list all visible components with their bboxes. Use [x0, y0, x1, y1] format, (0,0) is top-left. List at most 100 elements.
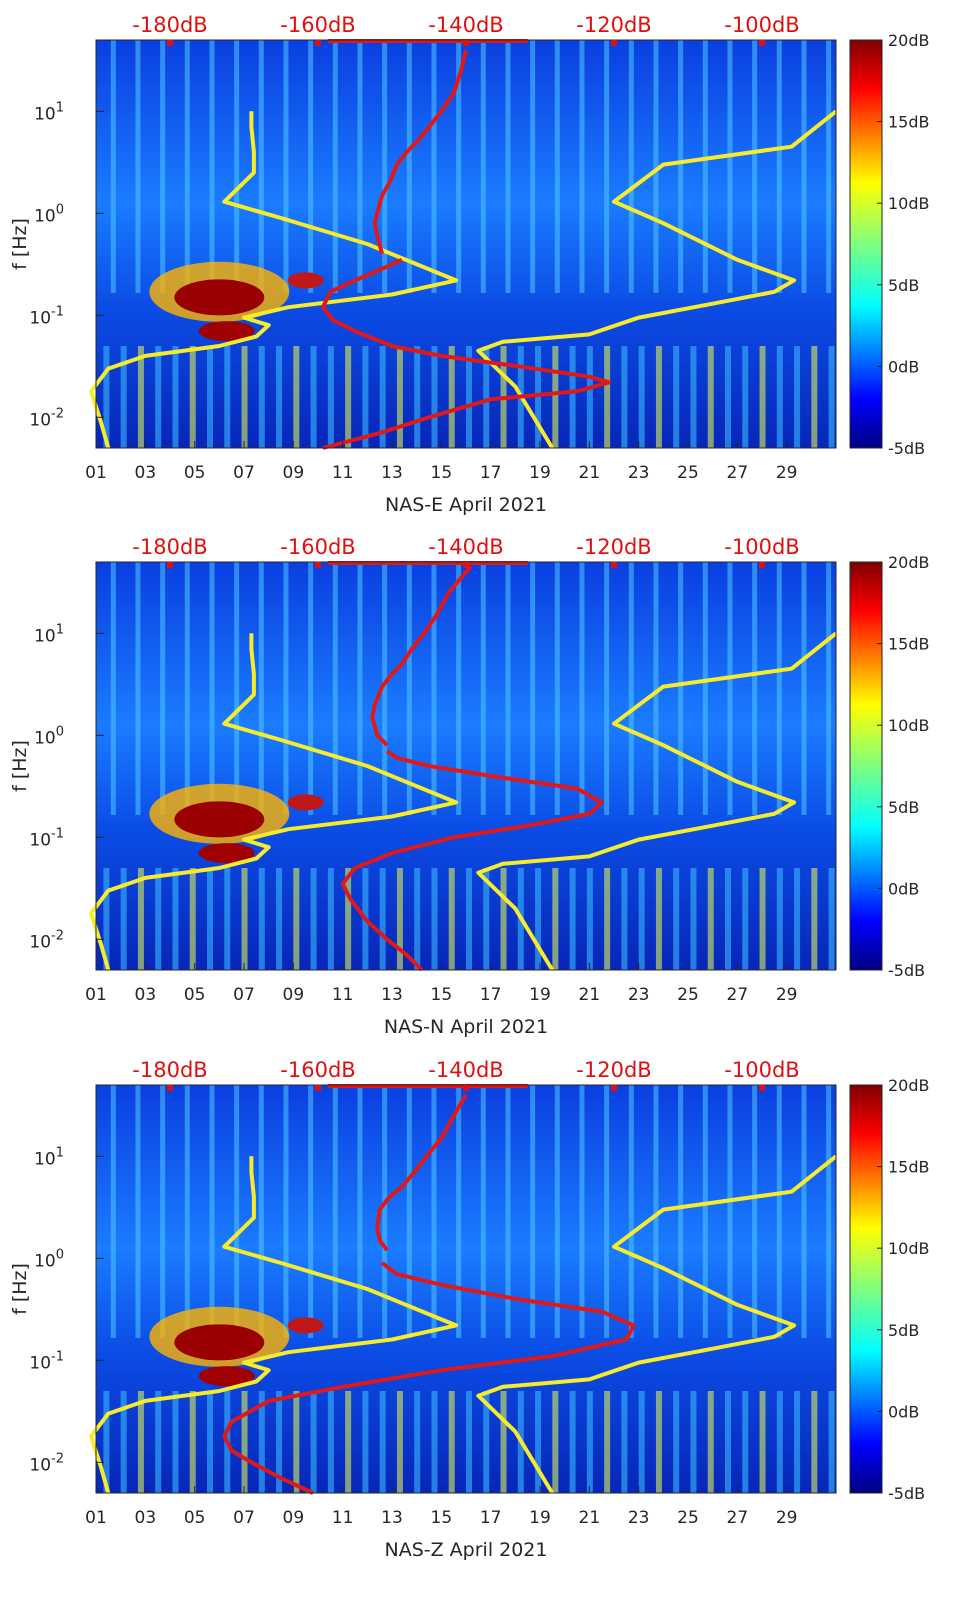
microseism-peak [149, 261, 324, 342]
y-tick-label: 10-2 [29, 928, 64, 952]
colorbar [849, 39, 883, 449]
colorbar-label: 5dB [888, 276, 919, 295]
x-tick-label: 11 [332, 463, 354, 483]
x-tick-label: 05 [184, 463, 206, 483]
top-axis-label: -100dB [724, 535, 799, 559]
spectrogram-lowfreq-band [103, 346, 835, 448]
colorbar-label: 0dB [888, 357, 919, 376]
colorbar-label: 10dB [888, 1239, 930, 1258]
x-tick-label: 07 [233, 463, 255, 483]
x-axis-label: NAS-Z April 2021 [384, 1539, 547, 1561]
y-tick-label: 100 [34, 1247, 64, 1271]
top-axis-tick [463, 40, 469, 46]
y-tick-label: 10-1 [29, 304, 64, 328]
x-tick-label: 19 [529, 463, 551, 483]
x-tick-label: 09 [283, 463, 305, 483]
mean-psd-curve-2 [370, 565, 473, 747]
spectrogram-panel-1: -180dB -160dB -140dB -120dB -100dB 01 03 05 07 09… [9, 13, 930, 516]
x-tick-label: 27 [727, 985, 749, 1005]
top-axis-tick [315, 40, 321, 46]
spectrogram-panel-2: -180dB -160dB -140dB -120dB -100dB 01 03 05 07 09… [9, 535, 930, 1038]
top-axis-tick [759, 1085, 765, 1091]
top-axis-tick [611, 40, 617, 46]
noise-model-curve-high [476, 1154, 838, 1495]
x-tick-label: 05 [184, 985, 206, 1005]
colorbar-label: -5dB [888, 961, 925, 980]
x-tick-label: 19 [529, 985, 551, 1005]
colorbar-label: 5dB [888, 1321, 919, 1340]
x-tick-label: 27 [727, 463, 749, 483]
top-axis-label: -160dB [280, 1058, 355, 1082]
top-axis-label: -120dB [576, 535, 651, 559]
top-axis-label: -100dB [724, 13, 799, 37]
colorbar-label: 10dB [888, 194, 930, 213]
x-tick-label: 29 [776, 463, 798, 483]
x-tick-label: 09 [283, 1508, 305, 1528]
colorbar-label: 10dB [888, 716, 930, 735]
top-axis-tick [167, 1085, 173, 1091]
noise-model-curve-low [89, 633, 459, 971]
y-tick-label: 10-1 [29, 826, 64, 850]
noise-model-curve-high [476, 631, 838, 972]
x-tick-label: 07 [233, 1508, 255, 1528]
x-tick-label: 17 [480, 1508, 502, 1528]
x-tick-label: 23 [628, 463, 650, 483]
colorbar-label: -5dB [888, 439, 925, 458]
top-axis-tick [315, 1085, 321, 1091]
x-tick-label: 27 [727, 1508, 749, 1528]
spectrogram-streaks [110, 40, 832, 293]
top-axis-label: -140dB [428, 13, 503, 37]
x-axis-label: NAS-N April 2021 [384, 1016, 548, 1038]
x-tick-label: 11 [332, 985, 354, 1005]
y-tick-label: 101 [34, 622, 64, 646]
noise-model-curve-low [89, 1156, 459, 1494]
x-axis-label: NAS-E April 2021 [385, 494, 547, 516]
x-tick-label: 21 [579, 1508, 601, 1528]
x-tick-label: 25 [677, 463, 699, 483]
top-axis-tick [463, 1085, 469, 1091]
noise-model-curve-high [476, 109, 838, 450]
colorbar-label: 5dB [888, 798, 919, 817]
x-tick-label: 13 [381, 985, 403, 1005]
x-tick-label: 19 [529, 1508, 551, 1528]
top-axis-label: -120dB [576, 1058, 651, 1082]
x-tick-label: 05 [184, 1508, 206, 1528]
x-tick-label: 15 [431, 1508, 453, 1528]
top-axis-tick [167, 562, 173, 568]
y-axis-label: f [Hz] [9, 218, 31, 270]
colorbar-label: 15dB [888, 1158, 930, 1177]
x-tick-label: 01 [85, 985, 107, 1005]
colorbar-label: 20dB [888, 31, 930, 50]
x-tick-label: 07 [233, 985, 255, 1005]
top-axis-label: -160dB [280, 535, 355, 559]
x-tick-label: 01 [85, 1508, 107, 1528]
y-tick-label: 100 [34, 724, 64, 748]
y-tick-label: 101 [34, 100, 64, 124]
top-axis-label: -160dB [280, 13, 355, 37]
mean-psd-curve-2 [375, 1093, 468, 1252]
x-tick-label: 21 [579, 463, 601, 483]
mean-psd-curve-1 [320, 257, 612, 450]
spectrogram-streaks [110, 562, 832, 815]
x-tick-label: 23 [628, 985, 650, 1005]
y-axis-label: f [Hz] [9, 740, 31, 792]
colorbar-label: 0dB [888, 879, 919, 898]
top-axis-label: -100dB [724, 1058, 799, 1082]
y-axis-label: f [Hz] [9, 1263, 31, 1315]
x-tick-label: 11 [332, 1508, 354, 1528]
noise-model-curve-low [89, 111, 459, 449]
x-tick-label: 21 [579, 985, 601, 1005]
top-axis-tick [167, 40, 173, 46]
y-tick-label: 10-1 [29, 1349, 64, 1373]
x-tick-label: 09 [283, 985, 305, 1005]
colorbar [849, 561, 883, 971]
colorbar-label: 15dB [888, 635, 930, 654]
colorbar [849, 1084, 883, 1494]
y-tick-label: 10-2 [29, 1451, 64, 1475]
colorbar-label: 20dB [888, 553, 930, 572]
microseism-peak [149, 783, 324, 864]
top-axis-label: -120dB [576, 13, 651, 37]
x-tick-label: 01 [85, 463, 107, 483]
y-tick-label: 101 [34, 1145, 64, 1169]
